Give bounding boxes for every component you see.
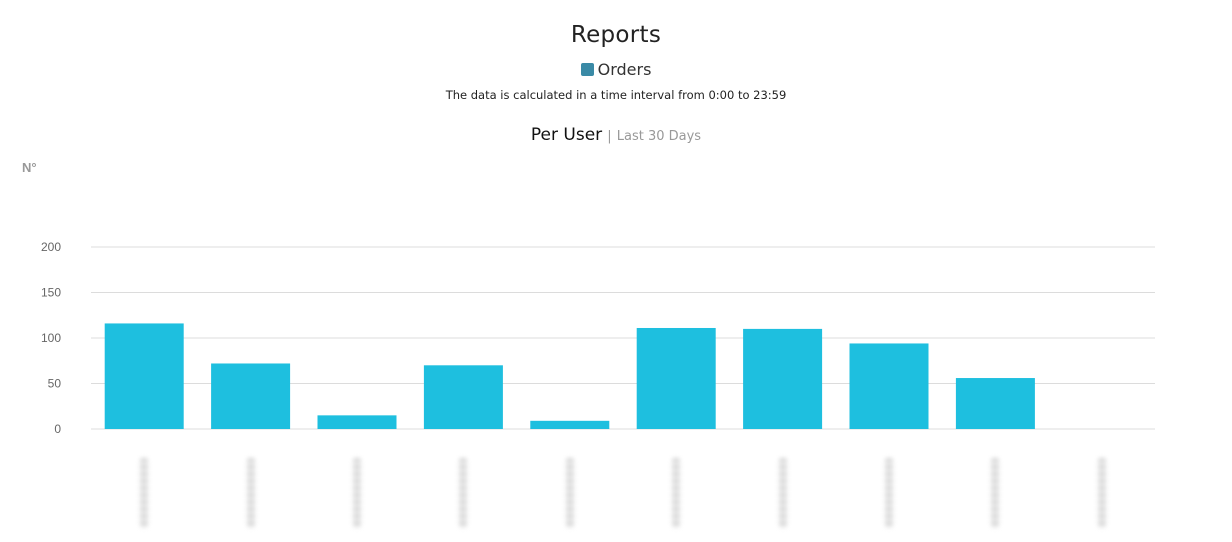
bar[interactable]	[743, 328, 823, 429]
heading-separator: |	[607, 129, 612, 144]
y-tick-labels: 0 50 100 150 200	[41, 240, 61, 436]
bar[interactable]	[849, 343, 929, 429]
y-tick-label: 50	[48, 377, 62, 391]
category-label-redacted	[778, 458, 787, 528]
bar[interactable]	[423, 365, 503, 429]
y-tick-label: 0	[54, 422, 61, 436]
category-label-redacted	[246, 458, 255, 528]
bar[interactable]	[211, 363, 291, 429]
bar[interactable]	[636, 327, 716, 429]
chart-heading: Per User | Last 30 Days	[0, 125, 1232, 145]
legend-swatch	[580, 63, 594, 76]
category-label-redacted	[885, 458, 893, 528]
y-axis-label: N°	[22, 160, 37, 175]
bar[interactable]	[104, 323, 184, 429]
bar[interactable]	[530, 420, 610, 429]
chart-period: Last 30 Days	[616, 129, 702, 144]
y-tick-label: 150	[41, 286, 61, 300]
category-label-redacted	[353, 458, 361, 528]
category-label-redacted	[1097, 458, 1106, 528]
bars	[104, 323, 1035, 429]
chart-title: Per User	[530, 125, 603, 145]
legend[interactable]: Orders	[0, 60, 1232, 79]
category-label-redacted	[140, 458, 149, 528]
category-label-redacted	[991, 458, 1000, 528]
report-title: Reports	[570, 22, 662, 48]
category-label-redacted	[672, 458, 681, 528]
category-label-redacted	[565, 458, 574, 528]
legend-label: Orders	[597, 60, 652, 79]
category-label-redacted	[459, 458, 468, 528]
bar[interactable]	[317, 415, 397, 429]
time-interval-note: The data is calculated in a time interva…	[445, 88, 787, 102]
y-tick-label: 100	[41, 331, 61, 345]
bar[interactable]	[955, 378, 1035, 429]
y-tick-label: 200	[41, 240, 61, 254]
